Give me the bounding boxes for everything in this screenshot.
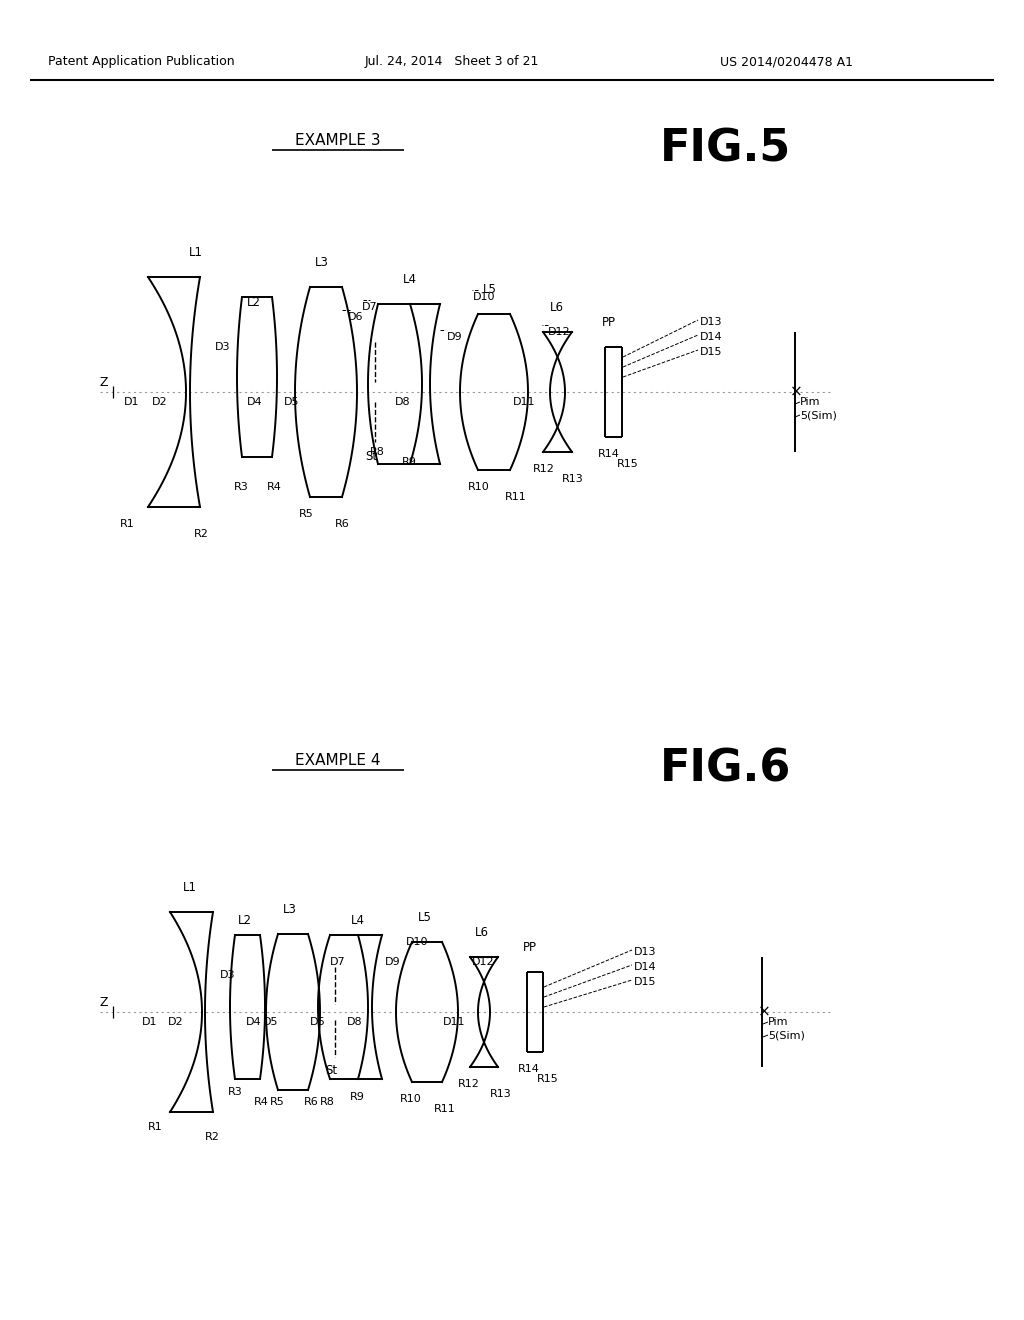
Text: R2: R2 bbox=[205, 1133, 220, 1142]
Text: D1: D1 bbox=[124, 397, 139, 407]
Text: D15: D15 bbox=[700, 347, 723, 356]
Text: ×: × bbox=[790, 384, 803, 400]
Text: R1: R1 bbox=[148, 1122, 163, 1133]
Text: Pim: Pim bbox=[800, 397, 820, 407]
Text: D9: D9 bbox=[447, 333, 463, 342]
Text: Z: Z bbox=[100, 997, 109, 1008]
Text: R5: R5 bbox=[299, 510, 313, 519]
Text: L5: L5 bbox=[483, 282, 497, 296]
Text: PP: PP bbox=[602, 315, 616, 329]
Text: D12: D12 bbox=[472, 957, 495, 968]
Text: D8: D8 bbox=[347, 1016, 362, 1027]
Text: L3: L3 bbox=[283, 903, 297, 916]
Text: D10: D10 bbox=[406, 937, 428, 946]
Text: L1: L1 bbox=[189, 246, 203, 259]
Text: R8: R8 bbox=[319, 1097, 335, 1107]
Text: 5(Sim): 5(Sim) bbox=[800, 411, 837, 420]
Text: R13: R13 bbox=[490, 1089, 512, 1100]
Text: D5: D5 bbox=[263, 1016, 279, 1027]
Text: D9: D9 bbox=[385, 957, 400, 968]
Text: Jul. 24, 2014   Sheet 3 of 21: Jul. 24, 2014 Sheet 3 of 21 bbox=[365, 55, 540, 69]
Text: R14: R14 bbox=[518, 1064, 540, 1074]
Text: R6: R6 bbox=[335, 519, 350, 529]
Text: ×: × bbox=[758, 1005, 770, 1019]
Text: L4: L4 bbox=[403, 273, 417, 286]
Text: FIG.5: FIG.5 bbox=[660, 128, 792, 172]
Text: St: St bbox=[325, 1064, 337, 1077]
Text: R12: R12 bbox=[458, 1078, 480, 1089]
Text: D11: D11 bbox=[513, 397, 536, 407]
Text: L6: L6 bbox=[475, 927, 489, 939]
Text: D2: D2 bbox=[168, 1016, 183, 1027]
Text: D3: D3 bbox=[220, 970, 236, 979]
Text: L6: L6 bbox=[550, 301, 564, 314]
Text: St: St bbox=[365, 450, 377, 463]
Text: L3: L3 bbox=[315, 256, 329, 269]
Text: Pim: Pim bbox=[768, 1016, 788, 1027]
Text: R15: R15 bbox=[617, 459, 639, 469]
Text: D14: D14 bbox=[700, 333, 723, 342]
Text: R1: R1 bbox=[120, 519, 135, 529]
Text: D14: D14 bbox=[634, 962, 656, 972]
Text: D2: D2 bbox=[152, 397, 168, 407]
Text: R11: R11 bbox=[434, 1104, 456, 1114]
Text: 5(Sim): 5(Sim) bbox=[768, 1030, 805, 1040]
Text: R14: R14 bbox=[598, 449, 620, 459]
Text: EXAMPLE 4: EXAMPLE 4 bbox=[295, 752, 381, 768]
Text: R3: R3 bbox=[234, 482, 249, 492]
Text: D11: D11 bbox=[443, 1016, 466, 1027]
Text: D3: D3 bbox=[215, 342, 230, 352]
Text: R3: R3 bbox=[228, 1086, 243, 1097]
Text: R10: R10 bbox=[400, 1094, 422, 1104]
Text: D6: D6 bbox=[348, 312, 364, 322]
Text: L2: L2 bbox=[238, 913, 252, 927]
Text: D6: D6 bbox=[310, 1016, 326, 1027]
Text: R5: R5 bbox=[270, 1097, 285, 1107]
Text: D7: D7 bbox=[362, 302, 378, 312]
Text: D7: D7 bbox=[330, 957, 346, 968]
Text: L1: L1 bbox=[183, 880, 197, 894]
Text: D8: D8 bbox=[395, 397, 411, 407]
Text: L5: L5 bbox=[418, 911, 432, 924]
Text: R4: R4 bbox=[267, 482, 282, 492]
Text: R2: R2 bbox=[194, 529, 209, 539]
Text: L4: L4 bbox=[351, 913, 365, 927]
Text: EXAMPLE 3: EXAMPLE 3 bbox=[295, 133, 381, 148]
Text: R9: R9 bbox=[402, 457, 417, 467]
Text: Z: Z bbox=[100, 376, 109, 389]
Text: R10: R10 bbox=[468, 482, 489, 492]
Text: R11: R11 bbox=[505, 492, 526, 502]
Text: R15: R15 bbox=[537, 1074, 559, 1084]
Text: R12: R12 bbox=[534, 465, 555, 474]
Text: PP: PP bbox=[523, 941, 537, 954]
Text: R13: R13 bbox=[562, 474, 584, 484]
Text: FIG.6: FIG.6 bbox=[660, 748, 792, 791]
Text: R9: R9 bbox=[350, 1092, 365, 1102]
Text: R8: R8 bbox=[370, 447, 385, 457]
Text: D15: D15 bbox=[634, 977, 656, 987]
Text: D1: D1 bbox=[142, 1016, 158, 1027]
Text: R4: R4 bbox=[254, 1097, 269, 1107]
Text: L2: L2 bbox=[247, 296, 261, 309]
Text: Patent Application Publication: Patent Application Publication bbox=[48, 55, 234, 69]
Text: D5: D5 bbox=[284, 397, 299, 407]
Text: D12: D12 bbox=[548, 327, 570, 337]
Text: R6: R6 bbox=[304, 1097, 318, 1107]
Text: D13: D13 bbox=[700, 317, 723, 327]
Text: D10: D10 bbox=[473, 292, 496, 302]
Text: D4: D4 bbox=[246, 1016, 261, 1027]
Text: US 2014/0204478 A1: US 2014/0204478 A1 bbox=[720, 55, 853, 69]
Text: D13: D13 bbox=[634, 946, 656, 957]
Text: D4: D4 bbox=[247, 397, 262, 407]
